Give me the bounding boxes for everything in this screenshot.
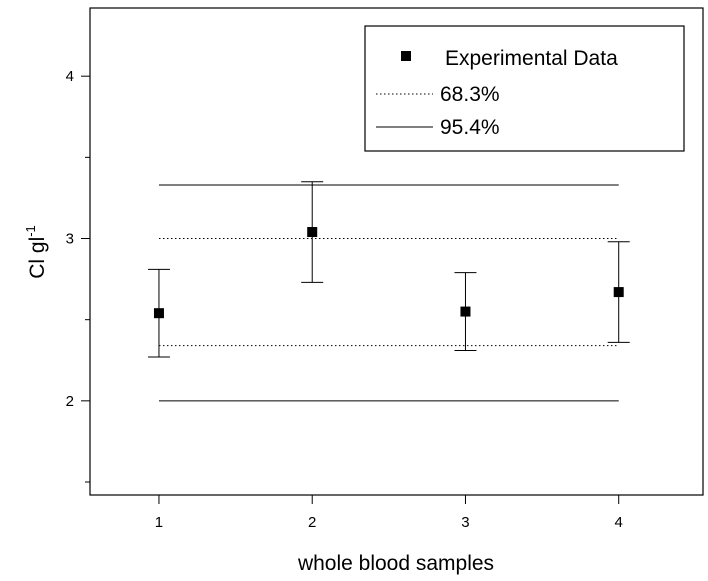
- y-axis-ticks: 2 3 4: [66, 68, 90, 483]
- y-axis-title: Cl gl-1: [23, 225, 49, 279]
- y-tick-label-3: 3: [66, 231, 74, 248]
- y-tick-label-4: 4: [66, 68, 74, 85]
- legend-label-experimental: Experimental Data: [445, 47, 618, 70]
- x-tick-label-4: 4: [615, 514, 623, 531]
- data-points: [153, 227, 624, 319]
- y-tick-label-2: 2: [66, 393, 74, 410]
- x-tick-label-1: 1: [155, 514, 163, 531]
- data-point-3: [460, 306, 471, 317]
- legend-marker-experimental: [401, 51, 411, 61]
- data-point-1: [153, 308, 164, 319]
- y-axis-title-superscript: -1: [23, 225, 38, 237]
- x-axis-title: whole blood samples: [297, 552, 494, 575]
- legend-box: [364, 25, 685, 152]
- legend-label-68: 68.3%: [440, 83, 500, 106]
- x-axis-ticks: 1 2 3 4: [155, 495, 623, 531]
- x-tick-label-3: 3: [461, 514, 469, 531]
- legend-label-95: 95.4%: [440, 116, 500, 139]
- legend: Experimental Data 68.3% 95.4%: [364, 25, 685, 152]
- data-point-2: [307, 227, 318, 238]
- plot-frame: [89, 7, 704, 496]
- y-axis-title-base: Cl gl: [26, 237, 49, 279]
- data-point-4: [613, 287, 624, 298]
- error-bars: [147, 181, 630, 358]
- confidence-bands: [158, 184, 619, 402]
- x-tick-label-2: 2: [308, 514, 316, 531]
